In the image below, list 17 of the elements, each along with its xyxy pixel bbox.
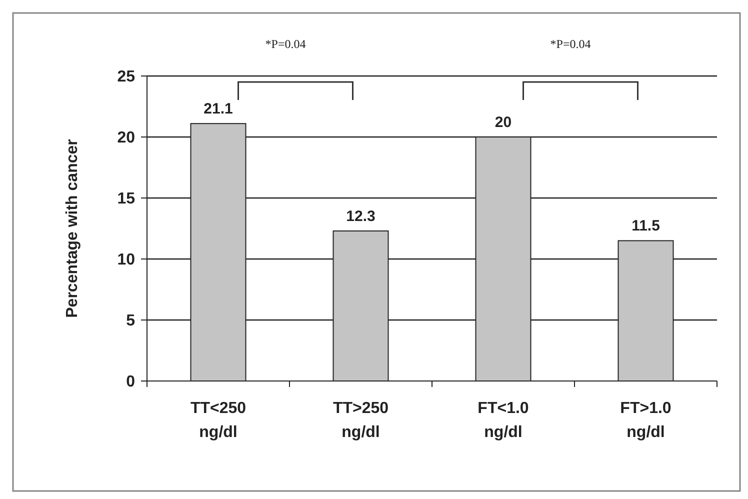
text: *P=0.04 xyxy=(265,37,306,51)
x-tick-label: TT>250 ng/dl xyxy=(332,400,389,441)
y-tick-label: 15 xyxy=(117,190,136,208)
text: *P=0.04 xyxy=(550,37,591,51)
x-tick-label: TT<250 ng/dl xyxy=(190,400,246,441)
y-tick-label: 5 xyxy=(126,312,136,330)
y-tick-label: 20 xyxy=(117,130,136,147)
y-tick-label: 0 xyxy=(126,374,136,391)
y-tick-label: 25 xyxy=(117,68,136,86)
y-tick-label: 10 xyxy=(117,252,136,269)
data-label: 20 xyxy=(494,114,512,131)
data-label: 11.5 xyxy=(632,218,660,235)
y-axis-title: Percentage with cancer xyxy=(64,139,81,318)
data-label: 12.3 xyxy=(346,208,376,225)
x-tick-label: FT<1.0 ng/dl xyxy=(478,400,529,441)
x-tick-label: FT>1.0 ng/dl xyxy=(620,400,672,441)
data-label: 21.1 xyxy=(204,100,233,118)
